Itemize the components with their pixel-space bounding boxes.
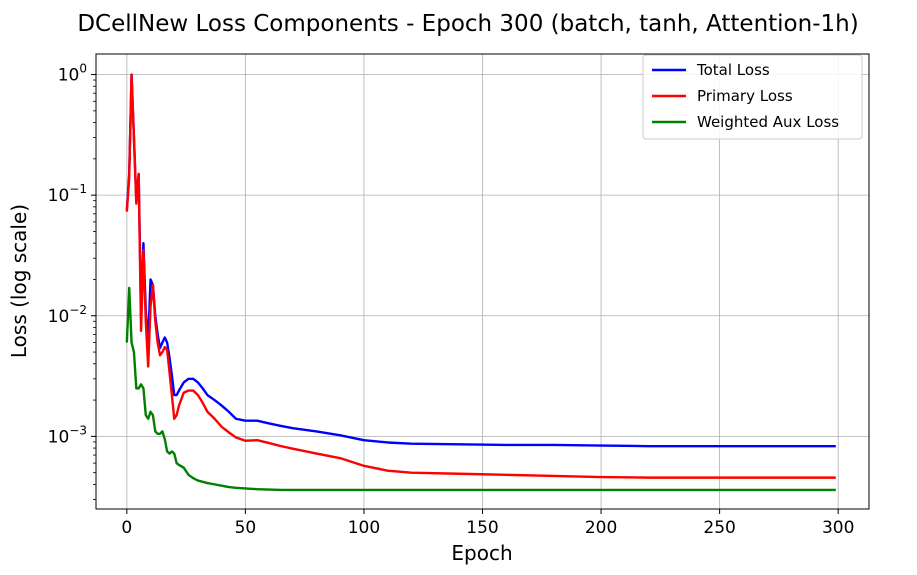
legend: Total Loss Primary Loss Weighted Aux Loss — [642, 54, 863, 140]
x-tick-label: 300 — [822, 518, 854, 538]
series-line-primary-loss — [125, 73, 836, 479]
legend-entry: Weighted Aux Loss — [697, 113, 839, 131]
x-tick-label: 250 — [703, 518, 735, 538]
y-tick-exponent: −1 — [69, 182, 87, 196]
y-tick-exponent: −2 — [69, 303, 87, 317]
y-tick-base: 10 — [48, 307, 70, 327]
y-tick-label: 100 — [58, 62, 87, 86]
y-tick-base: 10 — [48, 427, 70, 447]
y-tick-label: 10−1 — [48, 182, 87, 206]
chart-title: DCellNew Loss Components - Epoch 300 (ba… — [77, 11, 858, 37]
y-tick-label: 10−2 — [48, 303, 87, 327]
legend-entry: Total Loss — [696, 61, 770, 79]
y-tick-exponent: 0 — [79, 62, 87, 76]
y-tick-exponent: −3 — [69, 423, 87, 437]
legend-box — [642, 54, 863, 140]
y-axis-label: Loss (log scale) — [7, 204, 31, 358]
x-tick-label: 150 — [466, 518, 498, 538]
y-tick-label: 10−3 — [48, 423, 87, 447]
x-tick-label: 100 — [348, 518, 380, 538]
x-axis-ticks: 0 50 100 150 200 250 300 — [121, 509, 854, 538]
series-lines — [125, 73, 836, 492]
legend-entry: Primary Loss — [697, 87, 793, 105]
x-tick-label: 50 — [235, 518, 257, 538]
y-tick-base: 10 — [48, 186, 70, 206]
y-tick-base: 10 — [58, 66, 80, 86]
series-line-weighted-aux-loss — [125, 286, 836, 492]
x-tick-label: 200 — [585, 518, 617, 538]
x-axis-label: Epoch — [451, 541, 512, 565]
x-tick-label: 0 — [121, 518, 132, 538]
